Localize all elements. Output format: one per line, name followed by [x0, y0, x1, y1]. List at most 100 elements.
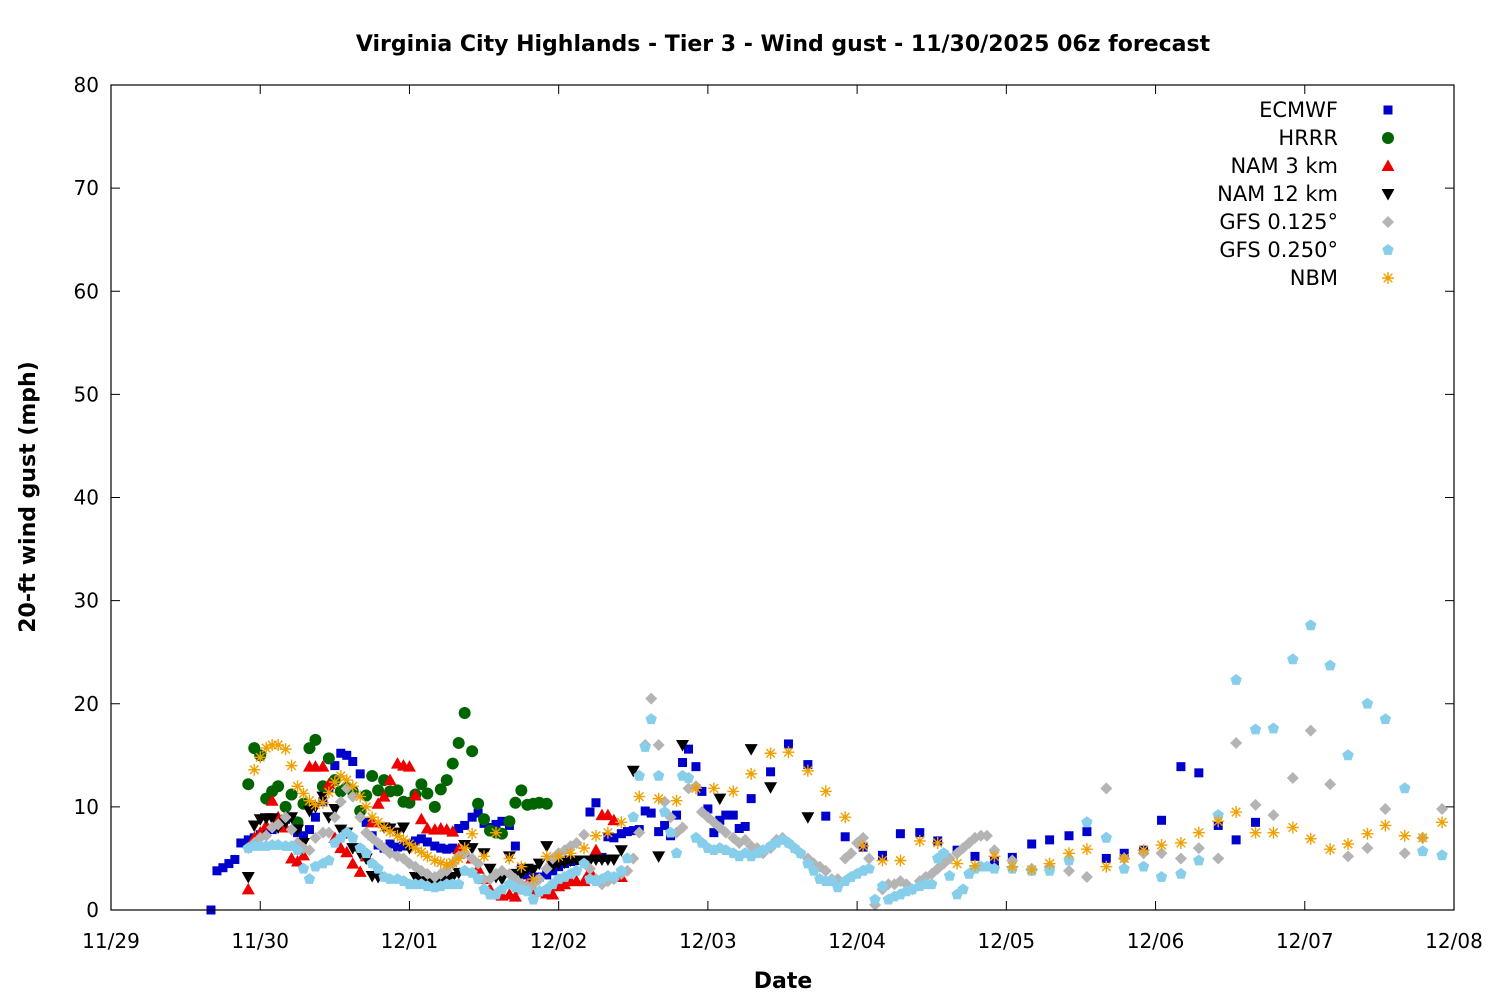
data-point [832, 881, 844, 893]
data-point [540, 797, 553, 810]
data-point [303, 844, 316, 857]
data-point [615, 816, 628, 829]
data-point [503, 815, 516, 828]
data-point [616, 829, 626, 839]
data-point [460, 820, 470, 830]
data-point [552, 850, 565, 863]
data-point [393, 842, 403, 852]
data-point [254, 751, 267, 764]
data-point [465, 843, 479, 855]
data-point [355, 769, 365, 779]
series-6 [248, 739, 1449, 886]
data-point [1043, 857, 1056, 870]
data-point [1361, 697, 1374, 709]
data-point [863, 862, 875, 874]
data-point [1379, 713, 1392, 725]
data-point [801, 764, 814, 777]
data-point [601, 826, 614, 839]
data-point [652, 739, 665, 751]
data-point [472, 873, 484, 884]
data-point [968, 859, 981, 872]
data-point [578, 857, 590, 869]
data-point [322, 777, 336, 790]
data-point [309, 798, 322, 811]
data-point [396, 822, 410, 834]
y-tick-label: 70 [74, 176, 99, 200]
data-point [1174, 836, 1187, 849]
data-point [1063, 854, 1075, 866]
data-point [689, 782, 702, 795]
data-point [422, 837, 432, 847]
data-point [670, 794, 683, 807]
data-point [691, 762, 701, 772]
data-point [894, 854, 907, 867]
data-point [633, 790, 646, 803]
data-point [615, 864, 627, 876]
data-point [744, 744, 758, 756]
data-point [377, 790, 391, 802]
data-point [354, 805, 367, 817]
data-point [509, 796, 522, 809]
data-point [260, 829, 273, 842]
data-point [342, 750, 352, 760]
data-point [360, 847, 372, 859]
data-point [416, 834, 426, 844]
y-tick-label: 60 [74, 279, 99, 303]
data-point [241, 872, 255, 884]
data-point [578, 828, 591, 841]
data-point [915, 828, 925, 838]
data-point [1249, 798, 1262, 811]
data-point [279, 811, 292, 824]
data-point [652, 851, 666, 863]
data-point [230, 854, 240, 864]
data-point [354, 811, 367, 824]
data-point [1212, 809, 1224, 820]
data-point [508, 890, 522, 902]
data-point [410, 836, 420, 846]
data-point [1304, 724, 1317, 737]
data-point [403, 838, 416, 850]
data-point [1100, 782, 1113, 795]
data-point [589, 843, 603, 856]
data-point [803, 760, 813, 770]
data-point [1361, 827, 1374, 840]
data-point [1230, 806, 1243, 819]
data-point [1081, 816, 1093, 828]
data-point [291, 844, 304, 855]
legend-marker [1382, 244, 1394, 255]
data-point [489, 826, 502, 839]
data-point [926, 878, 938, 890]
data-point [988, 850, 1001, 863]
legend-label: NAM 3 km [1230, 154, 1338, 178]
data-point [330, 761, 340, 771]
data-point [764, 782, 778, 794]
data-point [279, 800, 292, 813]
data-point [709, 828, 719, 838]
data-point [372, 862, 384, 874]
data-point [340, 845, 354, 858]
data-point [297, 787, 310, 800]
data-point [1251, 817, 1261, 827]
x-tick-label: 12/02 [530, 929, 588, 953]
data-point [626, 765, 640, 778]
data-point [715, 815, 725, 825]
legend-label: ECMWF [1259, 98, 1338, 122]
data-point [334, 795, 347, 808]
data-point [298, 831, 308, 841]
data-point [808, 864, 820, 876]
data-point [510, 841, 520, 851]
data-point [640, 806, 650, 816]
x-axis-label: Date [754, 969, 813, 994]
data-point [633, 769, 645, 781]
data-point [826, 875, 838, 886]
y-tick-label: 0 [86, 898, 99, 922]
data-point [943, 870, 956, 881]
data-point [453, 878, 465, 890]
data-point [472, 797, 485, 810]
data-point [745, 767, 758, 780]
data-point [279, 743, 292, 756]
data-point [472, 857, 485, 870]
x-tick-label: 12/05 [978, 929, 1036, 953]
data-point [236, 838, 246, 848]
